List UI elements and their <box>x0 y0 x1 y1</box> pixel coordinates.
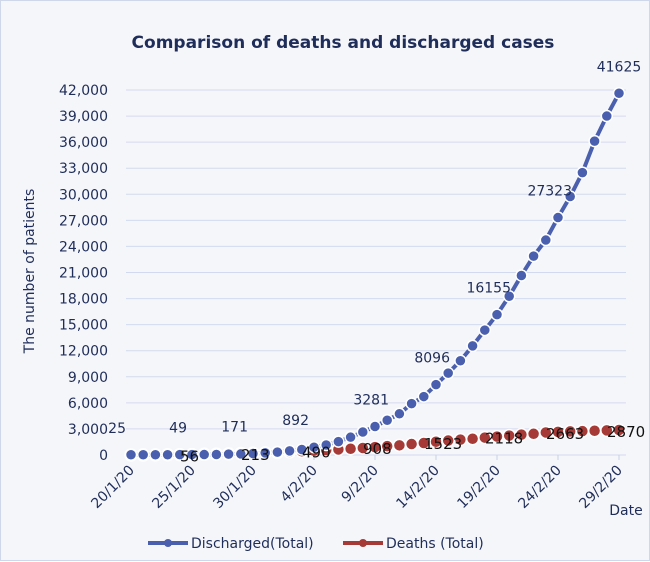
deaths-data-label: 908 <box>363 440 392 458</box>
legend-discharged-marker <box>164 539 172 547</box>
discharged-point <box>307 440 321 454</box>
discharged-data-label: 3281 <box>353 392 389 408</box>
deaths-point <box>392 438 407 453</box>
discharged-data-label: 49 <box>169 421 187 437</box>
discharged-point <box>356 425 370 439</box>
y-tick-label: 39,000 <box>59 109 108 125</box>
discharged-point <box>197 448 211 461</box>
discharged-point <box>344 430 357 444</box>
discharged-point <box>527 249 540 263</box>
discharged-point <box>368 420 382 433</box>
discharged-point <box>478 323 492 337</box>
deaths-point <box>612 423 626 437</box>
x-tick-label: 14/2/20 <box>393 463 442 512</box>
deaths-data-label: 2118 <box>485 430 523 448</box>
discharged-point <box>246 447 260 460</box>
discharged-point <box>185 448 199 461</box>
discharged-data-label: 892 <box>282 413 309 429</box>
y-tick-label: 18,000 <box>59 292 108 308</box>
discharged-point <box>466 339 479 353</box>
discharged-point <box>234 447 248 461</box>
discharged-point <box>502 290 516 303</box>
discharged-point <box>441 366 455 380</box>
deaths-data-label: 56 <box>180 448 199 466</box>
deaths-point <box>343 441 358 456</box>
discharged-point <box>612 87 626 100</box>
x-tick-label: 24/2/20 <box>515 463 564 512</box>
y-tick-label: 36,000 <box>59 135 108 151</box>
discharged-point <box>149 448 162 462</box>
y-tick-label: 27,000 <box>59 213 108 229</box>
deaths-data-label: 490 <box>302 444 331 462</box>
discharged-point <box>539 233 553 247</box>
legend: Discharged(Total) Deaths (Total) <box>148 536 484 552</box>
y-tick-label: 21,000 <box>59 266 108 282</box>
discharged-point <box>210 448 223 461</box>
legend-deaths-marker <box>359 539 367 547</box>
y-tick-label: 6,000 <box>68 396 108 412</box>
deaths-point <box>587 424 602 438</box>
discharged-point <box>417 390 431 403</box>
y-axis-label: The number of patients <box>22 189 38 355</box>
discharged-point <box>454 354 467 368</box>
discharged-data-label: 16155 <box>466 281 511 297</box>
y-tick-label: 3,000 <box>68 422 108 438</box>
discharged-point <box>600 109 614 123</box>
discharged-point <box>551 211 565 224</box>
x-tick-label: 4/2/20 <box>278 463 321 506</box>
deaths-data-label: 1523 <box>424 435 462 453</box>
discharged-data-label: 41625 <box>597 59 642 75</box>
y-tick-label: 0 <box>99 448 108 464</box>
discharged-point <box>295 443 309 456</box>
discharged-data-label: 25 <box>108 421 126 437</box>
x-tick-label: 25/1/20 <box>149 463 198 512</box>
discharged-point <box>319 438 333 452</box>
discharged-point <box>136 448 150 462</box>
discharged-data-label: 8096 <box>414 351 450 367</box>
discharged-data-label: 27323 <box>527 184 572 200</box>
discharged-point <box>258 446 272 460</box>
discharged-point <box>222 447 235 461</box>
y-tick-label: 42,000 <box>59 83 108 99</box>
deaths-point <box>526 427 541 441</box>
discharged-point <box>588 134 601 148</box>
discharged-point <box>332 435 345 448</box>
discharged-point <box>405 397 418 410</box>
legend-deaths-label: Deaths (Total) <box>386 536 484 552</box>
x-tick-label: 20/1/20 <box>88 463 137 512</box>
discharged-data-label: 171 <box>221 420 248 436</box>
y-tick-label: 9,000 <box>68 370 108 386</box>
y-tick-label: 33,000 <box>59 161 108 177</box>
discharged-point <box>429 378 443 391</box>
discharged-point <box>515 269 528 282</box>
discharged-point <box>563 190 577 203</box>
discharged-point <box>380 414 394 427</box>
discharged-point <box>490 308 504 321</box>
discharged-point <box>393 407 406 421</box>
y-tick-label: 12,000 <box>59 344 108 360</box>
x-tick-label: 30/1/20 <box>210 463 259 512</box>
chart-title: Comparison of deaths and discharged case… <box>132 33 555 53</box>
discharged-point <box>161 448 174 461</box>
discharged-point <box>271 445 284 459</box>
discharged-point <box>173 448 187 461</box>
x-tick-label: 19/2/20 <box>454 463 503 512</box>
deaths-data-label: 2870 <box>607 423 645 441</box>
discharged-point <box>283 444 296 458</box>
discharged-point <box>124 448 138 462</box>
x-tick-label: 9/2/20 <box>339 463 382 506</box>
discharged-point <box>576 166 589 179</box>
y-tick-label: 15,000 <box>59 318 108 334</box>
deaths-point <box>404 437 419 451</box>
x-axis-label: Date <box>609 503 642 519</box>
deaths-data-label: 213 <box>241 446 270 464</box>
y-tick-label: 30,000 <box>59 187 108 203</box>
deaths-data-label: 2663 <box>546 425 584 443</box>
legend-discharged-label: Discharged(Total) <box>191 536 314 552</box>
deaths-point <box>465 432 480 446</box>
y-tick-label: 24,000 <box>59 239 108 255</box>
